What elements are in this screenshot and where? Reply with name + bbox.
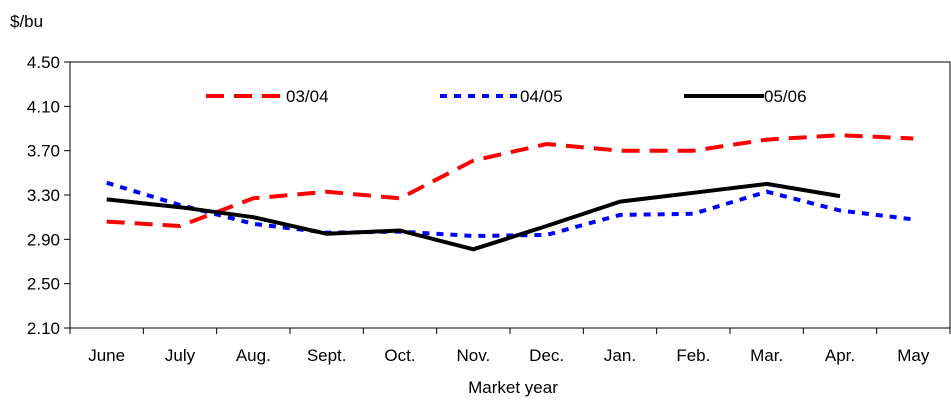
x-tick-label: Dec. <box>529 346 564 365</box>
x-tick-label: Feb. <box>676 346 710 365</box>
y-tick-label: 2.50 <box>27 275 60 294</box>
x-tick-label: Mar. <box>750 346 783 365</box>
x-tick-label: Apr. <box>825 346 855 365</box>
y-tick-label: 4.50 <box>27 53 60 72</box>
x-tick-label: Jan. <box>604 346 636 365</box>
x-tick-label: Aug. <box>236 346 271 365</box>
y-axis-title: $/bu <box>10 12 43 31</box>
x-tick-label: July <box>165 346 196 365</box>
x-tick-label: Sept. <box>307 346 347 365</box>
x-tick-label: Oct. <box>384 346 415 365</box>
y-tick-label: 2.10 <box>27 319 60 338</box>
y-tick-label: 2.90 <box>27 230 60 249</box>
legend-label: 04/05 <box>520 87 563 106</box>
legend-label: 05/06 <box>764 87 807 106</box>
y-tick-label: 3.30 <box>27 186 60 205</box>
series-line-05-06 <box>106 181 841 252</box>
x-axis-title: Market year <box>468 378 558 397</box>
y-tick-label: 4.10 <box>27 97 60 116</box>
x-tick-label: Nov. <box>456 346 490 365</box>
y-tick-label: 3.70 <box>27 142 60 161</box>
plot-area-border <box>69 61 951 329</box>
x-tick-label: June <box>88 346 125 365</box>
x-tick-label: May <box>897 346 930 365</box>
legend-label: 03/04 <box>286 87 329 106</box>
series-line-04-05 <box>106 180 914 238</box>
